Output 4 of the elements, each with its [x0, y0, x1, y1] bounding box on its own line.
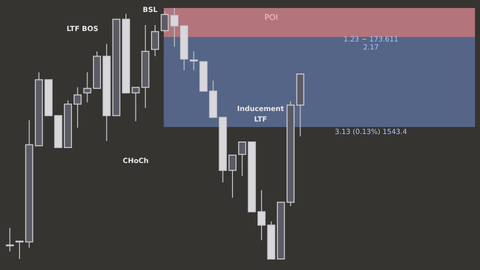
band-label: POI: [264, 13, 278, 22]
candlestick: [6, 227, 14, 252]
candlestick: [151, 24, 160, 57]
candlestick: [160, 11, 169, 34]
